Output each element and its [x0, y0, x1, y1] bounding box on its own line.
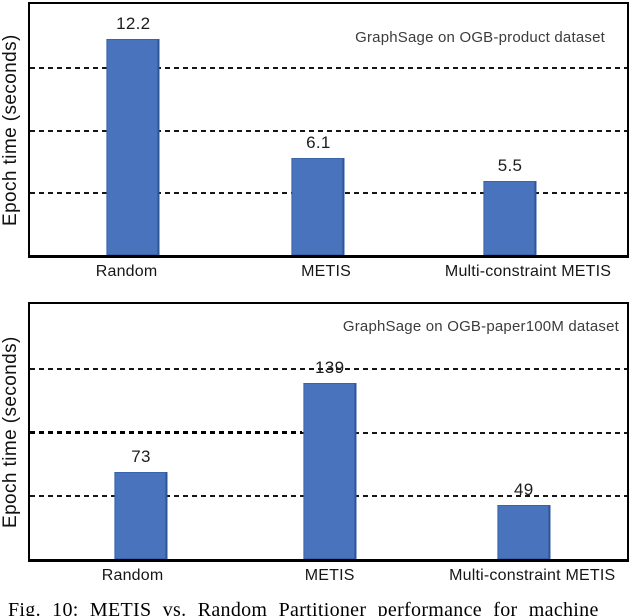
category-label: METIS: [304, 567, 355, 584]
figure-caption: Fig. 10: METIS vs. Random Partitioner pe…: [8, 599, 599, 616]
chart-annotation: GraphSage on OGB-product dataset: [355, 29, 605, 46]
bar: [291, 157, 345, 255]
bar: [497, 505, 551, 559]
y-axis-label: Epoch time (seconds): [0, 34, 21, 226]
bar: [303, 383, 357, 559]
gridline: [30, 367, 627, 370]
bar: [114, 472, 168, 559]
gridline: [30, 66, 627, 69]
x-axis-category-labels: Random METIS Multi-constraint METIS: [28, 567, 629, 589]
chart-annotation: GraphSage on OGB-paper100M dataset: [342, 318, 619, 335]
bar-value-label: 73: [131, 447, 151, 467]
gridline-bold-segment: [30, 430, 303, 434]
x-axis-category-labels: Random METIS Multi-constraint METIS: [28, 263, 629, 285]
category-label: Random: [95, 263, 158, 280]
bar: [106, 39, 160, 255]
plot-area: GraphSage on OGB-product dataset 12.2 6.1…: [28, 2, 629, 258]
category-label: Random: [101, 567, 164, 584]
bar-value-label: 139: [315, 358, 345, 378]
bar-value-label: 5.5: [497, 156, 523, 176]
bar-value-label: 6.1: [306, 132, 331, 152]
gridline: [30, 129, 627, 132]
y-axis-label: Epoch time (seconds): [0, 336, 21, 528]
category-label: Multi-constraint METIS: [449, 567, 616, 584]
bar: [483, 181, 537, 255]
bar-value-label: 49: [513, 480, 534, 500]
category-label: METIS: [301, 263, 352, 280]
bar-value-label: 12.2: [116, 14, 151, 34]
category-label: Multi-constraint METIS: [444, 263, 612, 280]
plot-area: GraphSage on OGB-paper100M dataset 73 139…: [28, 302, 629, 562]
